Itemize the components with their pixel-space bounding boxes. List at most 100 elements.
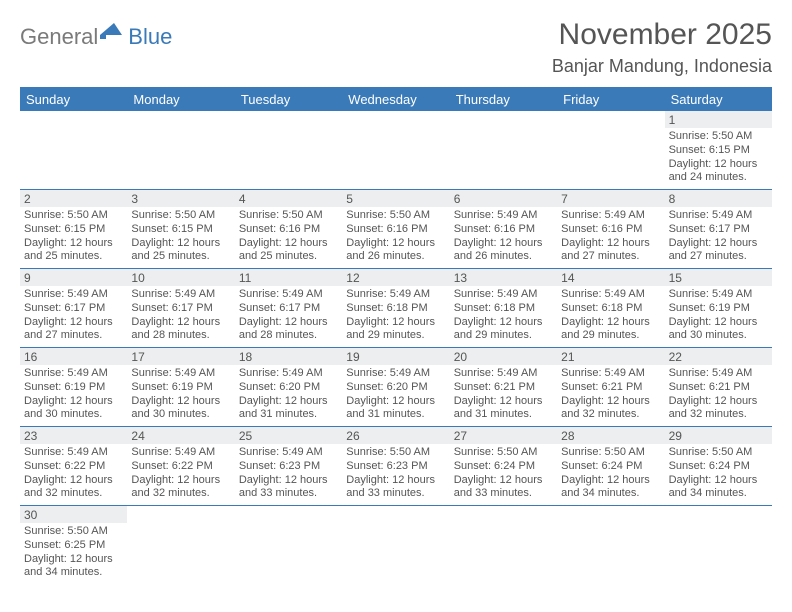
day-info: Sunrise: 5:49 AMSunset: 6:18 PMDaylight:… xyxy=(346,288,445,343)
daylight-text-1: Daylight: 12 hours xyxy=(561,316,660,330)
week-row: 9Sunrise: 5:49 AMSunset: 6:17 PMDaylight… xyxy=(20,269,772,348)
week-row: 30Sunrise: 5:50 AMSunset: 6:25 PMDayligh… xyxy=(20,506,772,584)
day-number: 3 xyxy=(127,190,234,207)
daylight-text-1: Daylight: 12 hours xyxy=(239,395,338,409)
week-row: 16 Sunrise: 5:49 AMSunset: 6:19 PMDayligh… xyxy=(20,348,772,427)
daylight-text-1: Daylight: 12 hours xyxy=(669,237,768,251)
sunset-text: Sunset: 6:15 PM xyxy=(131,223,230,237)
sunrise-text: Sunrise: 5:49 AM xyxy=(346,288,445,302)
day-info: Sunrise: 5:49 AMSunset: 6:19 PMDaylight:… xyxy=(24,367,123,422)
sunset-text: Sunset: 6:17 PM xyxy=(24,302,123,316)
daylight-text-1: Daylight: 12 hours xyxy=(454,316,553,330)
daylight-text-2: and 31 minutes. xyxy=(346,408,445,422)
day-number: 8 xyxy=(665,190,772,207)
day-cell: 27 Sunrise: 5:50 AMSunset: 6:24 PMDayligh… xyxy=(450,427,557,505)
day-cell: 25Sunrise: 5:49 AMSunset: 6:23 PMDayligh… xyxy=(235,427,342,505)
dow-cell: Wednesday xyxy=(342,88,449,111)
daylight-text-1: Daylight: 12 hours xyxy=(131,316,230,330)
sunrise-text: Sunrise: 5:49 AM xyxy=(24,446,123,460)
daylight-text-1: Daylight: 12 hours xyxy=(669,158,768,172)
daylight-text-2: and 33 minutes. xyxy=(346,487,445,501)
daylight-text-2: and 29 minutes. xyxy=(454,329,553,343)
sunset-text: Sunset: 6:22 PM xyxy=(131,460,230,474)
day-info: Sunrise: 5:49 AMSunset: 6:17 PMDaylight:… xyxy=(239,288,338,343)
day-info: Sunrise: 5:50 AMSunset: 6:24 PMDaylight:… xyxy=(454,446,553,501)
empty-day-cell xyxy=(20,111,127,189)
day-info: Sunrise: 5:49 AMSunset: 6:16 PMDaylight:… xyxy=(561,209,660,264)
daylight-text-2: and 32 minutes. xyxy=(561,408,660,422)
daylight-text-2: and 32 minutes. xyxy=(669,408,768,422)
daylight-text-1: Daylight: 12 hours xyxy=(454,474,553,488)
day-cell: 3 Sunrise: 5:50 AMSunset: 6:15 PMDaylight… xyxy=(127,190,234,268)
day-cell: 9Sunrise: 5:49 AMSunset: 6:17 PMDaylight… xyxy=(20,269,127,347)
day-number: 27 xyxy=(450,427,557,444)
daylight-text-1: Daylight: 12 hours xyxy=(24,316,123,330)
daylight-text-1: Daylight: 12 hours xyxy=(24,395,123,409)
daylight-text-1: Daylight: 12 hours xyxy=(24,474,123,488)
sunset-text: Sunset: 6:17 PM xyxy=(131,302,230,316)
sunrise-text: Sunrise: 5:49 AM xyxy=(454,367,553,381)
day-number: 14 xyxy=(557,269,664,286)
day-number: 15 xyxy=(665,269,772,286)
day-cell: 23Sunrise: 5:49 AMSunset: 6:22 PMDayligh… xyxy=(20,427,127,505)
empty-day-cell xyxy=(235,111,342,189)
sunrise-text: Sunrise: 5:50 AM xyxy=(669,130,768,144)
day-cell: 17Sunrise: 5:49 AMSunset: 6:19 PMDayligh… xyxy=(127,348,234,426)
day-number: 7 xyxy=(557,190,664,207)
daylight-text-1: Daylight: 12 hours xyxy=(239,474,338,488)
day-number: 16 xyxy=(20,348,127,365)
empty-day-cell xyxy=(235,506,342,584)
sunset-text: Sunset: 6:23 PM xyxy=(346,460,445,474)
empty-day-cell xyxy=(450,506,557,584)
day-info: Sunrise: 5:50 AMSunset: 6:15 PMDaylight:… xyxy=(131,209,230,264)
daylight-text-1: Daylight: 12 hours xyxy=(669,316,768,330)
day-info: Sunrise: 5:49 AMSunset: 6:21 PMDaylight:… xyxy=(561,367,660,422)
dow-cell: Thursday xyxy=(450,88,557,111)
day-number: 23 xyxy=(20,427,127,444)
sunset-text: Sunset: 6:21 PM xyxy=(561,381,660,395)
day-number: 9 xyxy=(20,269,127,286)
sunset-text: Sunset: 6:16 PM xyxy=(561,223,660,237)
day-info: Sunrise: 5:49 AMSunset: 6:20 PMDaylight:… xyxy=(346,367,445,422)
daylight-text-2: and 32 minutes. xyxy=(131,487,230,501)
day-cell: 8 Sunrise: 5:49 AMSunset: 6:17 PMDaylight… xyxy=(665,190,772,268)
day-cell: 16 Sunrise: 5:49 AMSunset: 6:19 PMDayligh… xyxy=(20,348,127,426)
day-cell: 26Sunrise: 5:50 AMSunset: 6:23 PMDayligh… xyxy=(342,427,449,505)
sunrise-text: Sunrise: 5:50 AM xyxy=(669,446,768,460)
day-cell: 2Sunrise: 5:50 AMSunset: 6:15 PMDaylight… xyxy=(20,190,127,268)
sunset-text: Sunset: 6:17 PM xyxy=(669,223,768,237)
sunrise-text: Sunrise: 5:49 AM xyxy=(669,209,768,223)
daylight-text-1: Daylight: 12 hours xyxy=(561,474,660,488)
day-info: Sunrise: 5:50 AMSunset: 6:16 PMDaylight:… xyxy=(346,209,445,264)
daylight-text-1: Daylight: 12 hours xyxy=(561,237,660,251)
daylight-text-1: Daylight: 12 hours xyxy=(346,237,445,251)
day-cell: 20Sunrise: 5:49 AMSunset: 6:21 PMDayligh… xyxy=(450,348,557,426)
dow-cell: Monday xyxy=(127,88,234,111)
sunset-text: Sunset: 6:24 PM xyxy=(561,460,660,474)
sunrise-text: Sunrise: 5:49 AM xyxy=(561,367,660,381)
day-info: Sunrise: 5:49 AMSunset: 6:21 PMDaylight:… xyxy=(454,367,553,422)
day-number: 19 xyxy=(342,348,449,365)
calendar: SundayMondayTuesdayWednesdayThursdayFrid… xyxy=(20,87,772,584)
day-cell: 14Sunrise: 5:49 AMSunset: 6:18 PMDayligh… xyxy=(557,269,664,347)
sunrise-text: Sunrise: 5:49 AM xyxy=(239,367,338,381)
sunrise-text: Sunrise: 5:50 AM xyxy=(454,446,553,460)
daylight-text-2: and 28 minutes. xyxy=(239,329,338,343)
sunrise-text: Sunrise: 5:49 AM xyxy=(454,209,553,223)
sunrise-text: Sunrise: 5:49 AM xyxy=(561,288,660,302)
daylight-text-1: Daylight: 12 hours xyxy=(24,553,123,567)
sunset-text: Sunset: 6:20 PM xyxy=(346,381,445,395)
daylight-text-2: and 25 minutes. xyxy=(131,250,230,264)
daylight-text-2: and 30 minutes. xyxy=(131,408,230,422)
sunrise-text: Sunrise: 5:50 AM xyxy=(239,209,338,223)
day-number: 2 xyxy=(20,190,127,207)
sunset-text: Sunset: 6:19 PM xyxy=(669,302,768,316)
daylight-text-1: Daylight: 12 hours xyxy=(346,395,445,409)
daylight-text-2: and 33 minutes. xyxy=(239,487,338,501)
daylight-text-2: and 25 minutes. xyxy=(24,250,123,264)
daylight-text-2: and 31 minutes. xyxy=(239,408,338,422)
day-info: Sunrise: 5:49 AMSunset: 6:18 PMDaylight:… xyxy=(454,288,553,343)
daylight-text-2: and 25 minutes. xyxy=(239,250,338,264)
day-cell: 22Sunrise: 5:49 AMSunset: 6:21 PMDayligh… xyxy=(665,348,772,426)
sunrise-text: Sunrise: 5:49 AM xyxy=(131,288,230,302)
